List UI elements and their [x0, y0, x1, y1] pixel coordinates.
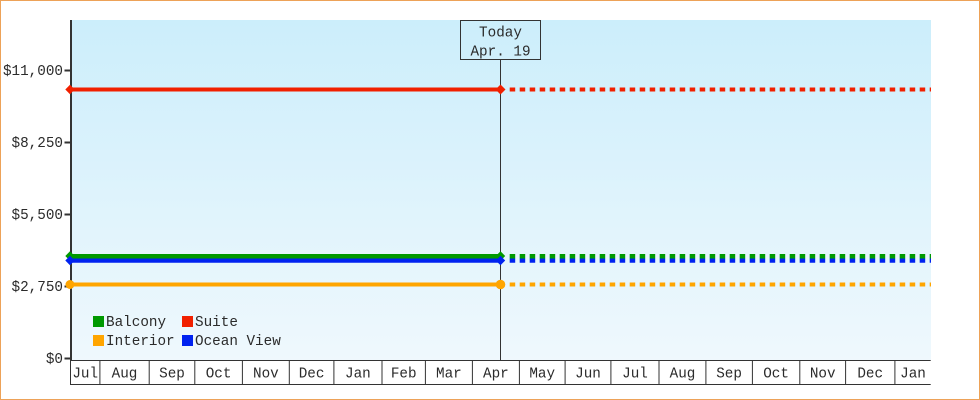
svg-text:Jul: Jul: [622, 367, 648, 383]
svg-text:May: May: [529, 367, 555, 383]
svg-text:Ocean View: Ocean View: [195, 334, 281, 350]
svg-text:Aug: Aug: [670, 367, 696, 383]
svg-text:$0: $0: [46, 352, 63, 368]
svg-text:Sep: Sep: [716, 367, 742, 383]
svg-text:Dec: Dec: [299, 367, 325, 383]
svg-text:Oct: Oct: [763, 367, 789, 383]
svg-text:Balcony: Balcony: [106, 315, 166, 331]
svg-text:Dec: Dec: [857, 367, 883, 383]
svg-text:Jul: Jul: [72, 367, 98, 383]
svg-text:$2,750: $2,750: [12, 280, 63, 296]
svg-text:$8,250: $8,250: [12, 136, 63, 152]
svg-text:Interior: Interior: [106, 334, 175, 350]
svg-text:Mar: Mar: [436, 367, 462, 383]
svg-text:Nov: Nov: [810, 367, 836, 383]
svg-text:Today: Today: [479, 26, 522, 42]
svg-text:Aug: Aug: [112, 367, 138, 383]
svg-text:Sep: Sep: [159, 367, 185, 383]
svg-text:Feb: Feb: [391, 367, 417, 383]
svg-text:Apr: Apr: [483, 367, 509, 383]
svg-text:Jan: Jan: [900, 367, 926, 383]
svg-text:Suite: Suite: [195, 315, 238, 331]
svg-text:Jun: Jun: [575, 367, 601, 383]
svg-text:$5,500: $5,500: [12, 208, 63, 224]
svg-text:Nov: Nov: [253, 367, 279, 383]
svg-text:Apr. 19: Apr. 19: [470, 45, 530, 61]
svg-text:Oct: Oct: [206, 367, 232, 383]
svg-text:Jan: Jan: [345, 367, 371, 383]
svg-text:$11,000: $11,000: [3, 64, 63, 80]
